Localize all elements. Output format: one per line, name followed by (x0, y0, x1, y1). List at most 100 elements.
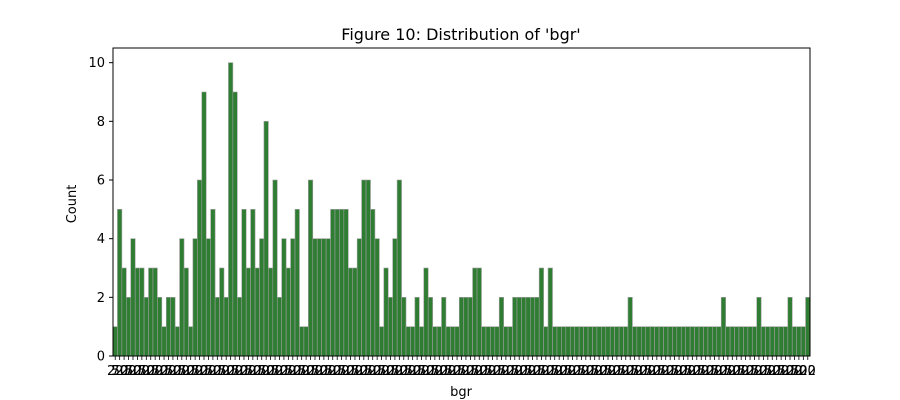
bar (476, 267, 482, 357)
bar (272, 179, 278, 357)
bar (299, 326, 305, 357)
x-tick-label: 500 (644, 364, 669, 379)
x-tick-label: 22 (320, 364, 337, 379)
x-tick-label: 500 (538, 364, 563, 379)
x-tick-label: 500 (565, 364, 590, 379)
bar (636, 326, 642, 357)
x-tick-label: 22 (413, 364, 430, 379)
bar (165, 297, 172, 357)
x-tick-label: 70 (498, 364, 515, 379)
x-tick-label: 500 (525, 364, 550, 379)
bar (126, 297, 132, 357)
bar (174, 326, 180, 357)
x-tick-label: 70 (538, 364, 555, 379)
x-tick-label: 22 (680, 364, 697, 379)
x-tick-label: 22 (760, 364, 777, 379)
bar (587, 326, 593, 357)
bar (760, 326, 766, 357)
x-tick-label: 500 (764, 364, 789, 379)
chart-title: Figure 10: Distribution of 'bgr' (341, 25, 580, 44)
bar (205, 238, 211, 357)
bar (170, 297, 176, 357)
x-tick-label: 22 (253, 364, 270, 379)
bar (450, 326, 456, 357)
bar (707, 326, 713, 357)
bar (498, 297, 504, 357)
x-tick-label: 500 (258, 364, 283, 379)
bar (379, 326, 385, 357)
x-tick-label: 70 (418, 364, 435, 379)
x-tick-label: 500 (711, 364, 736, 379)
x-tick-label: 70 (604, 364, 621, 379)
bar (667, 326, 673, 357)
bar (179, 238, 185, 357)
x-tick-label: 70 (125, 364, 142, 379)
bar (183, 267, 189, 357)
bar (534, 297, 540, 357)
bar (232, 91, 238, 357)
x-tick-label: 22 (640, 364, 657, 379)
bar (392, 238, 398, 357)
bar (712, 326, 718, 357)
bar (303, 326, 309, 357)
bar (605, 326, 611, 357)
bar (774, 326, 780, 357)
bar (383, 267, 389, 357)
bar (374, 238, 380, 357)
x-tick-label: 70 (378, 364, 395, 379)
bar (161, 326, 167, 357)
bar (254, 267, 260, 357)
x-tick-label: 70 (697, 364, 714, 379)
x-tick-label: 70 (777, 364, 794, 379)
x-tick-label: 22 (520, 364, 537, 379)
x-tick-label: 22 (560, 364, 577, 379)
x-tick-label: 70 (165, 364, 182, 379)
x-tick-label: 22 (387, 364, 404, 379)
x-tick-label: 70 (791, 364, 808, 379)
x-tick-label: 22 (746, 364, 763, 379)
x-tick-label: 22 (800, 364, 817, 379)
bar (463, 297, 469, 357)
bar (250, 209, 256, 357)
bar (596, 326, 602, 357)
bar (467, 297, 473, 357)
x-tick-label: 70 (324, 364, 341, 379)
x-tick-label: 70 (111, 364, 128, 379)
bar (578, 326, 584, 357)
bar (538, 267, 544, 357)
bar (308, 179, 314, 357)
y-axis-label: Count (65, 185, 80, 224)
x-tick-label: 22 (213, 364, 230, 379)
x-tick-label: 500 (218, 364, 243, 379)
bar (192, 238, 198, 357)
bar (516, 297, 522, 357)
bar (787, 297, 793, 357)
x-tick-label: 500 (351, 364, 376, 379)
x-tick-label: 22 (600, 364, 617, 379)
x-tick-label: 22 (427, 364, 444, 379)
x-tick-label: 22 (573, 364, 590, 379)
x-tick-label: 22 (533, 364, 550, 379)
x-tick-label: 22 (280, 364, 297, 379)
x-tick-label: 70 (431, 364, 448, 379)
x-tick-label: 70 (631, 364, 648, 379)
bar (214, 297, 220, 357)
bar (347, 267, 354, 357)
x-tick-label: 70 (391, 364, 408, 379)
x-tick-label: 500 (378, 364, 403, 379)
x-tick-label: 22 (333, 364, 350, 379)
bar (241, 209, 247, 357)
x-tick-label: 22 (613, 364, 630, 379)
bar (601, 326, 607, 357)
bar (157, 297, 163, 357)
bars-group (112, 62, 811, 357)
x-tick-label: 22 (187, 364, 204, 379)
bar (436, 326, 442, 357)
bar (112, 326, 118, 357)
bar (592, 326, 598, 357)
bar (259, 238, 265, 357)
x-tick-label: 70 (258, 364, 275, 379)
x-tick-label: 500 (431, 364, 456, 379)
x-tick-label: 500 (618, 364, 643, 379)
